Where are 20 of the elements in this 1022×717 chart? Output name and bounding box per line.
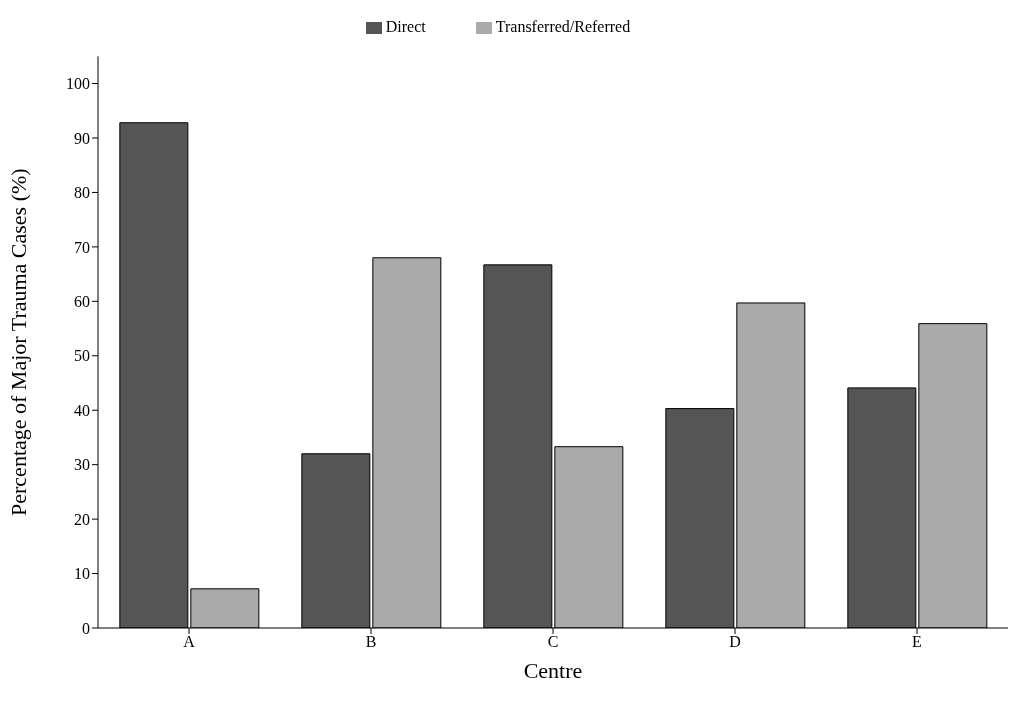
- y-tick-label: 20: [74, 510, 90, 528]
- x-tick-label: B: [365, 633, 377, 651]
- y-tick-label: 10: [74, 565, 90, 583]
- y-tick-label: 0: [82, 619, 90, 637]
- y-tick-label: 80: [74, 184, 90, 202]
- y-tick-label: 60: [74, 293, 90, 311]
- y-tick-label: 70: [74, 238, 90, 256]
- y-tick-label: 100: [66, 75, 90, 93]
- y-tick-label: 50: [74, 347, 90, 365]
- x-tick-label: D: [729, 633, 741, 651]
- x-tick-label: C: [547, 633, 559, 651]
- x-axis-title: Centre: [523, 658, 583, 683]
- legend-label: Direct: [385, 18, 426, 35]
- x-tick-label: E: [912, 633, 922, 651]
- x-tick-label: A: [183, 633, 196, 651]
- y-axis-title: Percentage of Major Trauma Cases (%): [5, 168, 31, 516]
- y-tick-label: 30: [74, 456, 90, 474]
- y-tick-label: 40: [74, 401, 90, 419]
- y-tick-label: 90: [74, 129, 90, 147]
- legend-label: Transferred/Referred: [495, 18, 631, 35]
